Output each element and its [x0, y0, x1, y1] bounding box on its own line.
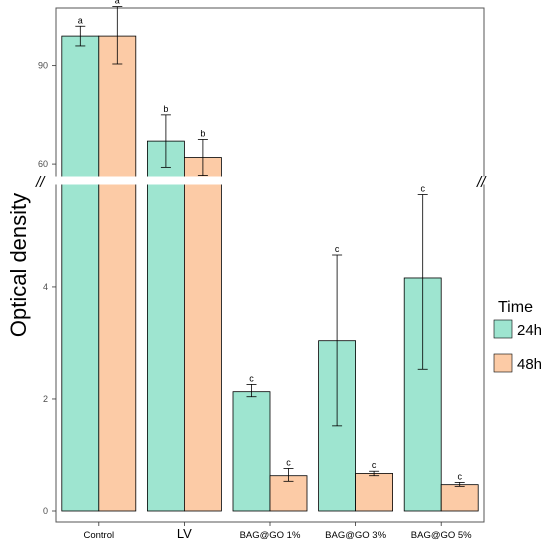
significance-label-48h-1: b	[200, 128, 205, 138]
significance-label-48h-3: c	[372, 460, 377, 470]
y-axis-label: Optical density	[6, 193, 31, 337]
y-axis-ticks: 0 2 4 60 90	[38, 61, 56, 516]
legend-label-48h: 48h	[517, 356, 542, 373]
y-tick-label-60: 60	[38, 159, 48, 169]
significance-label-48h-0: a	[115, 0, 120, 6]
legend-title: Time	[498, 299, 533, 316]
x-tick-label-2: BAG@GO 1%	[240, 530, 301, 541]
y-tick-label-0: 0	[43, 506, 48, 516]
significance-label-48h-4: c	[457, 471, 462, 481]
significance-label-24h-1: b	[163, 104, 168, 114]
y-tick-label-2: 2	[43, 394, 48, 404]
significance-label-24h-3: c	[335, 244, 340, 254]
legend-key-24h	[493, 319, 513, 339]
x-tick-label-0: Control	[83, 530, 114, 541]
y-tick-label-4: 4	[43, 282, 48, 292]
x-tick-label-1: LV	[177, 526, 192, 541]
legend-key-48h	[493, 353, 513, 373]
error-bars-layer	[75, 6, 465, 487]
axis-break-mark-right: //	[476, 174, 487, 191]
significance-label-24h-4: c	[420, 184, 425, 194]
legend-label-24h: 24h	[517, 322, 542, 339]
x-tick-label-3: BAG@GO 3%	[325, 530, 386, 541]
bar-24h-2	[232, 391, 271, 512]
bar-24h-0	[61, 35, 100, 512]
significance-labels-layer: a a b b c c c c c c	[78, 0, 463, 481]
y-tick-label-90: 90	[38, 61, 48, 71]
x-tick-label-4: BAG@GO 5%	[411, 530, 472, 541]
legend: Time 24h 48h	[493, 299, 542, 373]
significance-label-24h-2: c	[249, 373, 254, 383]
bar-24h-1	[146, 140, 185, 512]
bar-48h-3	[355, 473, 394, 512]
x-axis-ticks: Control LV BAG@GO 1% BAG@GO 3% BAG@GO 5%	[83, 522, 472, 541]
significance-label-24h-0: a	[78, 15, 83, 25]
axis-break-mark-left: //	[35, 174, 46, 191]
axis-break-band	[40, 176, 505, 185]
bar-48h-1	[183, 157, 222, 512]
bar-48h-4	[440, 484, 479, 512]
significance-label-48h-2: c	[286, 457, 291, 467]
bar-48h-0	[98, 35, 137, 512]
